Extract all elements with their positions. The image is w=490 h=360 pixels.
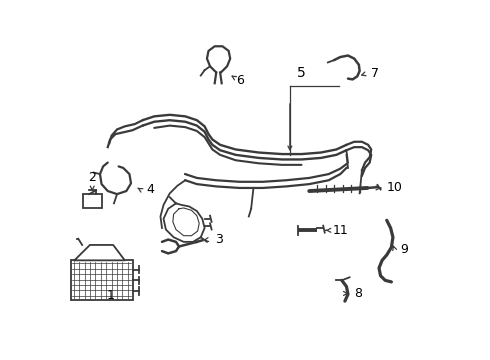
Text: 7: 7: [371, 67, 379, 81]
Text: 4: 4: [147, 183, 154, 196]
Polygon shape: [74, 245, 125, 260]
Text: 9: 9: [401, 243, 409, 256]
Text: 6: 6: [236, 74, 245, 87]
Text: 10: 10: [387, 181, 403, 194]
Text: 5: 5: [297, 66, 306, 80]
Text: 11: 11: [333, 224, 348, 237]
Text: 1: 1: [106, 289, 114, 302]
Bar: [83, 194, 102, 208]
Text: 8: 8: [354, 287, 362, 300]
Bar: [71, 260, 133, 300]
Text: 2: 2: [88, 171, 96, 184]
Text: 3: 3: [215, 233, 222, 246]
Polygon shape: [164, 203, 205, 242]
